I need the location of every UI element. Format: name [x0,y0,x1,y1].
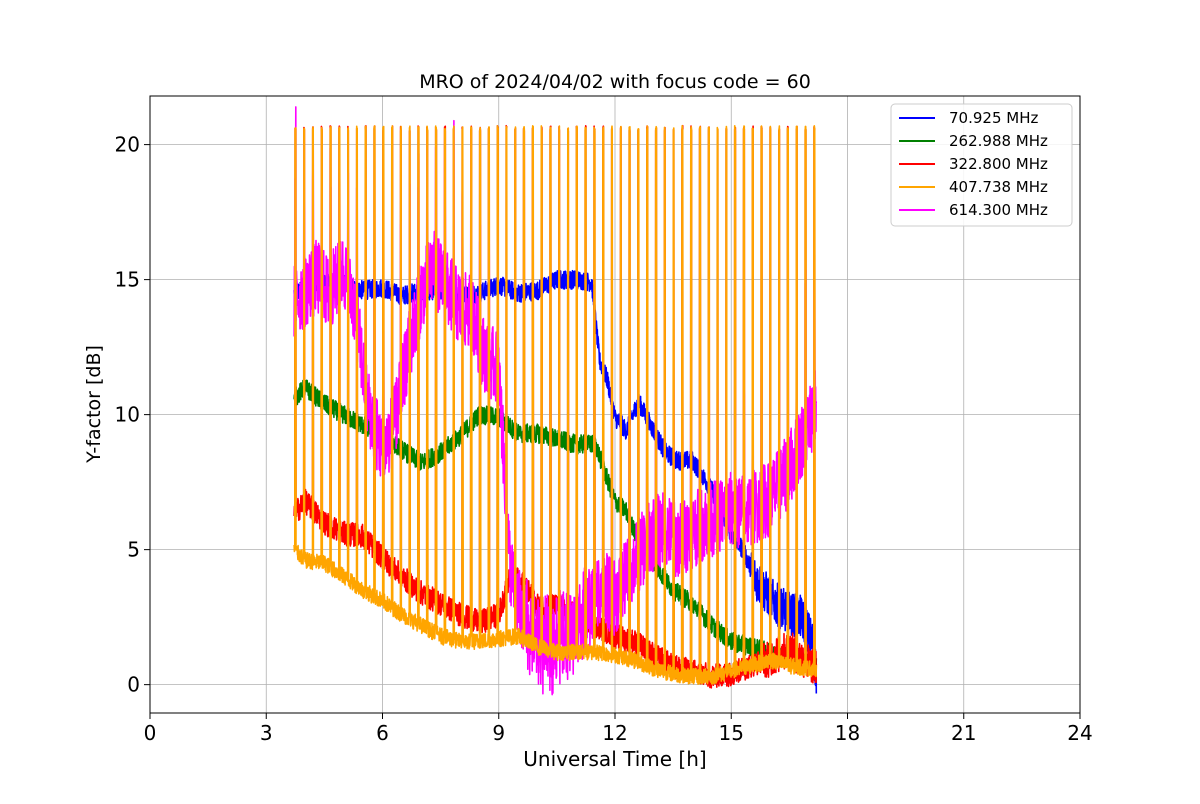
x-tick-label: 0 [144,721,157,745]
axis-ticks: 0 3 6 9 12 15 18 21 24 0 5 10 15 20 [115,133,1093,745]
legend-label: 614.300 MHz [949,201,1048,219]
legend-label: 407.738 MHz [949,178,1048,196]
y-tick-label: 5 [127,538,140,562]
x-tick-label: 12 [602,721,627,745]
legend-label: 322.800 MHz [949,155,1048,173]
x-tick-label: 15 [719,721,744,745]
y-tick-label: 10 [115,403,140,427]
series-line-2 [293,124,818,689]
y-tick-label: 20 [115,133,140,157]
legend-label: 70.925 MHz [949,109,1038,127]
legend: 70.925 MHz 262.988 MHz 322.800 MHz 407.738 … [890,103,1073,227]
y-tick-label: 15 [115,268,140,292]
x-tick-label: 6 [376,721,389,745]
x-tick-label: 24 [1067,721,1092,745]
x-tick-label: 18 [835,721,860,745]
x-tick-label: 21 [951,721,976,745]
y-axis-label: Y-factor [dB] [83,345,105,464]
legend-box [890,103,1073,227]
x-tick-label: 3 [260,721,273,745]
series-line-3 [293,125,818,685]
series-layer [293,106,818,696]
chart-title: MRO of 2024/04/02 with focus code = 60 [419,71,811,93]
legend-label: 262.988 MHz [949,132,1048,150]
y-tick-label: 0 [127,673,140,697]
x-axis-label: Universal Time [h] [523,747,706,771]
series-line-4 [293,106,818,696]
x-tick-label: 9 [492,721,505,745]
